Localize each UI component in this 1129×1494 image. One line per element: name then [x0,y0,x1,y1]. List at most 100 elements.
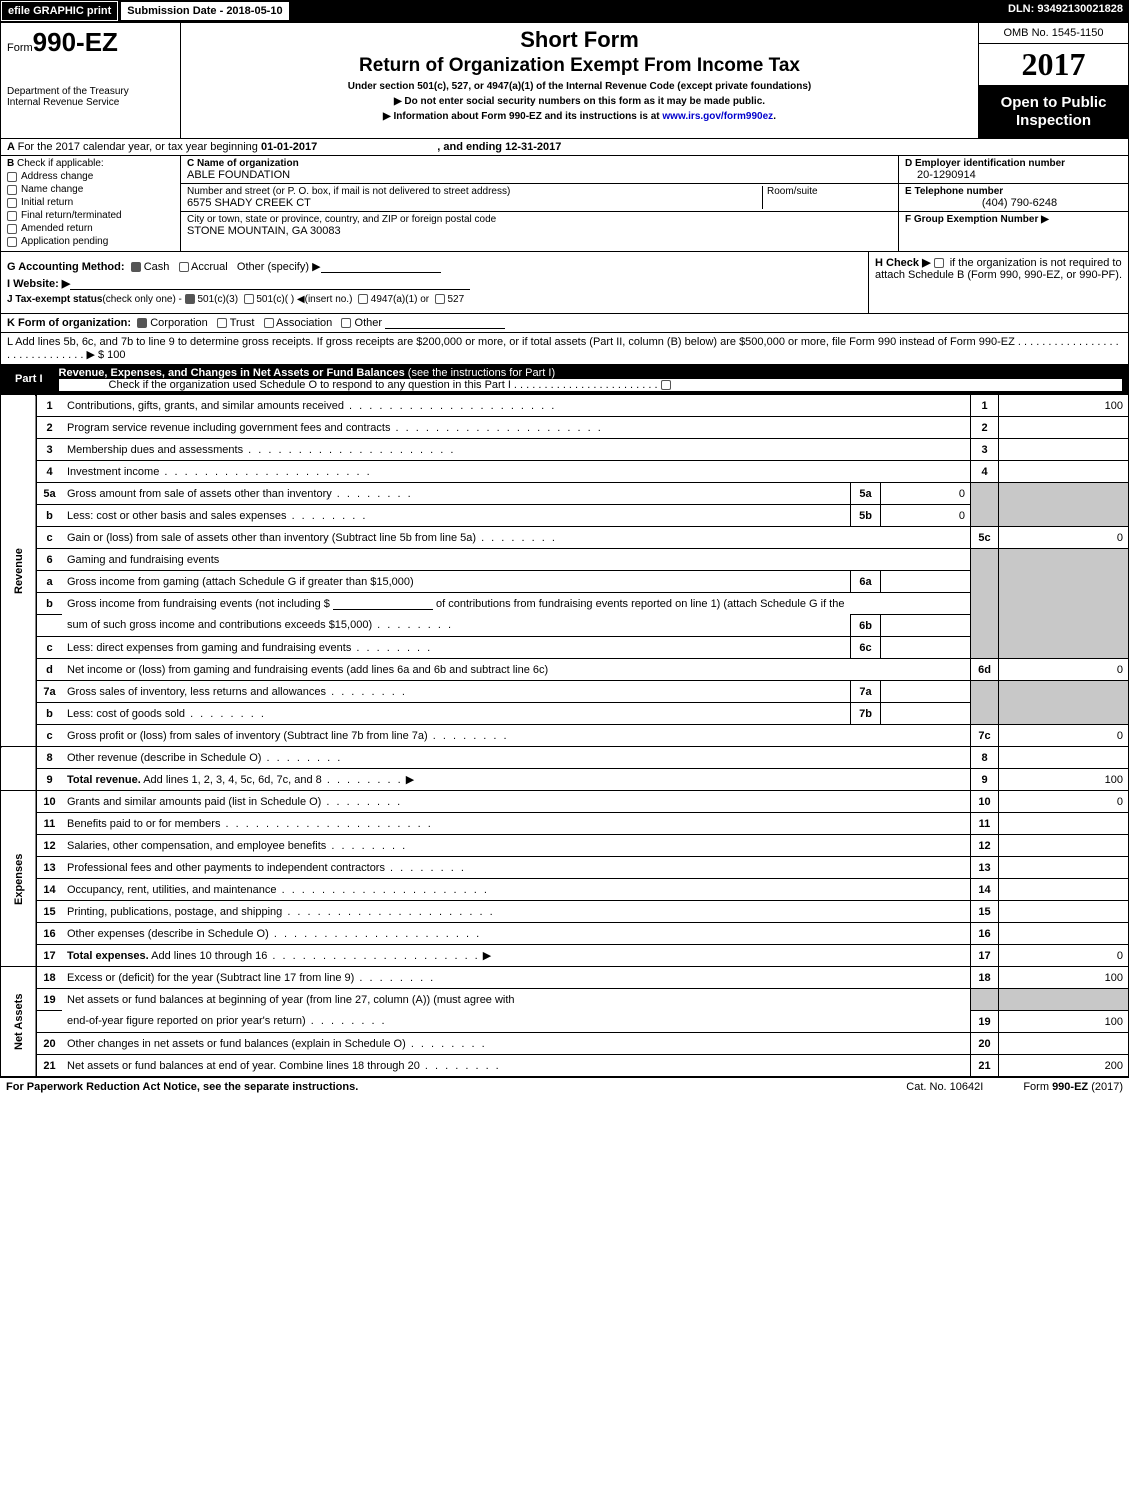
cb-corp[interactable] [137,318,147,328]
row-5b: b Less: cost or other basis and sales ex… [1,505,1129,527]
cat-expenses: Expenses [1,791,37,967]
footer-catno: Cat. No. 10642I [906,1081,983,1093]
row-3: 3 Membership dues and assessments 3 [1,439,1129,461]
row-7b: b Less: cost of goods sold 7b [1,703,1129,725]
info-pre: ▶ Information about Form 990-EZ and its … [383,111,662,122]
subtitle-code: Under section 501(c), 527, or 4947(a)(1)… [187,81,972,92]
r10-num: 10 [971,791,999,813]
cb-527[interactable] [435,294,445,304]
cb-application-pending[interactable] [7,237,17,247]
top-bar: efile GRAPHIC print Submission Date - 20… [0,0,1129,22]
row-15: 15 Printing, publications, postage, and … [1,901,1129,923]
r17-num: 17 [971,945,999,967]
r6b-n: b [36,593,62,615]
r1-num: 1 [971,395,999,417]
irs-link[interactable]: www.irs.gov/form990ez [662,111,773,122]
r19-num: 19 [971,1011,999,1033]
section-gh: G Accounting Method: Cash Accrual Other … [0,252,1129,314]
r6b-subval [881,615,971,637]
r7b-n: b [36,703,62,725]
row-11: 11 Benefits paid to or for members 11 [1,813,1129,835]
r5a-subval: 0 [881,483,971,505]
cb-h[interactable] [934,258,944,268]
cb-other-org[interactable] [341,318,351,328]
i-website-blank[interactable] [70,278,470,290]
a-mid: , and ending [437,141,505,153]
cb-final-return[interactable] [7,211,17,221]
r4-val [999,461,1129,483]
form-prefix: Form [7,42,33,54]
cb-501c[interactable] [244,294,254,304]
k-row: K Form of organization: Corporation Trus… [0,314,1129,333]
submission-date: Submission Date - 2018-05-10 [120,1,289,21]
r9-d2: Add lines 1, 2, 3, 4, 5c, 6d, 7c, and 8 [141,774,322,786]
r13-val [999,857,1129,879]
b-item-1: Name change [21,184,83,195]
cb-assoc[interactable] [264,318,274,328]
form-number: Form990-EZ [7,27,174,58]
cb-501c3[interactable] [185,294,195,304]
cb-4947[interactable] [358,294,368,304]
r6a-sub: 6a [851,571,881,593]
section-a: A For the 2017 calendar year, or tax yea… [0,139,1129,156]
r6c-sub: 6c [851,637,881,659]
form-header: Form990-EZ Department of the Treasury In… [0,22,1129,139]
r3-n: 3 [36,439,62,461]
k-o1: Corporation [150,317,207,329]
r20-d: Other changes in net assets or fund bala… [67,1038,406,1050]
cb-cash[interactable] [131,262,141,272]
b-item-2: Initial return [21,197,73,208]
c-addr-row: Number and street (or P. O. box, if mail… [181,184,898,212]
j-lbl: J Tax-exempt status [7,294,102,305]
section-b-wrap: B Check if applicable: Address change Na… [0,156,1129,252]
r3-val [999,439,1129,461]
e-lbl: E Telephone number [905,186,1003,197]
f-row: F Group Exemption Number ▶ [899,212,1128,251]
header-left: Form990-EZ Department of the Treasury In… [1,23,181,138]
r7c-d: Gross profit or (loss) from sales of inv… [67,730,428,742]
r2-val [999,417,1129,439]
r18-num: 18 [971,967,999,989]
row-6d: d Net income or (loss) from gaming and f… [1,659,1129,681]
part1-header: Part I Revenue, Expenses, and Changes in… [0,365,1129,394]
form-no-val: 990-EZ [33,27,118,57]
r14-val [999,879,1129,901]
cb-name-change[interactable] [7,185,17,195]
r5c-n: c [36,527,62,549]
g-other-blank[interactable] [321,261,441,273]
j-o4: 527 [447,294,464,305]
f-lbl: F Group Exemption Number ▶ [905,214,1049,225]
r5b-sub: 5b [851,505,881,527]
g-line: G Accounting Method: Cash Accrual Other … [7,260,862,273]
shade-7v [999,681,1129,725]
r18-n: 18 [36,967,62,989]
h-lbl: H Check ▶ [875,257,931,269]
r9-val: 100 [999,769,1129,791]
tax-year: 2017 [979,44,1128,86]
cb-initial-return[interactable] [7,198,17,208]
c-room: Room/suite [762,186,892,209]
c-city-row: City or town, state or province, country… [181,212,898,239]
r6b-blank[interactable] [333,598,433,610]
d-lbl: D Employer identification number [905,158,1065,169]
c-name-row: C Name of organization ABLE FOUNDATION [181,156,898,184]
g-cash: Cash [144,261,170,273]
r17-d2: Add lines 10 through 16 [149,950,268,962]
cb-address-change[interactable] [7,172,17,182]
r5b-d: Less: cost or other basis and sales expe… [67,510,367,522]
r10-d: Grants and similar amounts paid (list in… [67,796,321,808]
row-21: 21 Net assets or fund balances at end of… [1,1055,1129,1077]
footer-r-post: (2017) [1088,1081,1123,1093]
c-city-val: STONE MOUNTAIN, GA 30083 [187,225,892,237]
k-other-blank[interactable] [385,317,505,329]
footer-notice: For Paperwork Reduction Act Notice, see … [6,1081,358,1093]
cb-trust[interactable] [217,318,227,328]
cb-amended-return[interactable] [7,224,17,234]
r6b-d1-wrap: Gross income from fundraising events (no… [62,593,971,615]
cb-schedule-o[interactable] [661,380,671,390]
r13-d: Professional fees and other payments to … [67,862,385,874]
cb-accrual[interactable] [179,262,189,272]
r11-num: 11 [971,813,999,835]
r20-num: 20 [971,1033,999,1055]
r9-num: 9 [971,769,999,791]
